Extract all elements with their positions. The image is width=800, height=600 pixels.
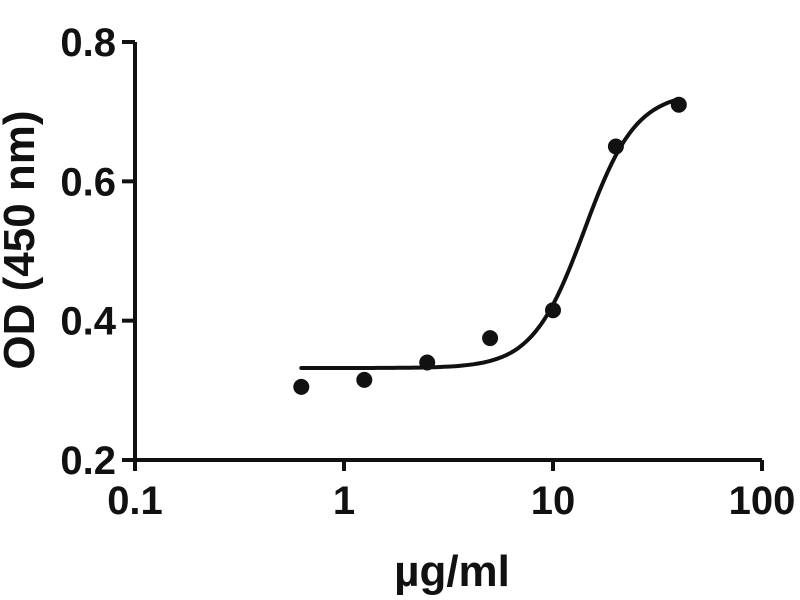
y-axis-title: OD (450 nm) (0, 110, 44, 369)
y-tick-label: 0.8 (60, 21, 116, 65)
axes-group (133, 42, 762, 462)
data-point (482, 330, 499, 347)
data-point (607, 138, 624, 155)
data-point (670, 96, 687, 113)
x-tick-label: 10 (531, 479, 576, 523)
data-point (545, 302, 561, 319)
y-tick-label: 0.4 (60, 300, 116, 344)
data-point (419, 354, 436, 371)
ticks-group: 0.2 0.4 0.6 0.8 0.1 1 10 100 (60, 21, 795, 523)
y-tick-label: 0.6 (60, 160, 116, 204)
data-points-group (293, 96, 687, 395)
x-tick-label: 0.1 (107, 479, 163, 523)
data-point (293, 378, 310, 395)
fit-curve (299, 97, 681, 370)
data-point (356, 371, 373, 388)
x-axis-title: µg/ml (394, 547, 510, 596)
x-tick-label: 100 (729, 479, 796, 523)
x-tick-label: 1 (333, 479, 355, 523)
y-tick-label: 0.2 (60, 439, 116, 483)
fit-curve-group (299, 97, 681, 370)
